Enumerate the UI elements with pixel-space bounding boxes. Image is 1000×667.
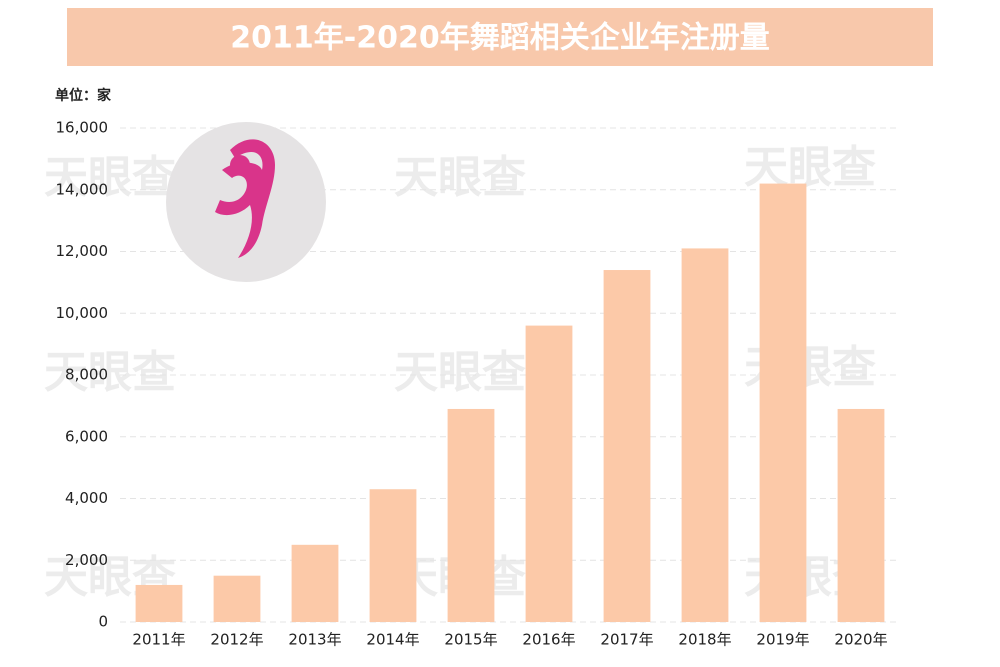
bar [525,325,573,622]
x-tick-label: 2018年 [678,631,731,649]
x-tick-label: 2014年 [366,631,419,649]
title-banner [67,8,933,66]
x-tick-label: 2012年 [210,631,263,649]
x-tick-label: 2019年 [756,631,809,649]
bar [291,544,339,622]
y-tick-label: 8,000 [65,366,108,384]
unit-label: 单位：家 [55,87,112,104]
chart-title: 2011年-2020年舞蹈相关企业年注册量 [230,21,769,56]
logo [166,122,326,282]
y-tick-label: 10,000 [56,304,109,322]
bar [603,270,651,622]
y-tick-label: 16,000 [56,119,109,137]
y-tick-label: 14,000 [56,180,109,198]
bar [213,575,261,622]
bar [681,248,729,622]
x-tick-label: 2016年 [522,631,575,649]
x-tick-label: 2011年 [132,631,185,649]
y-tick-label: 4,000 [65,489,108,507]
y-tick-label: 6,000 [65,427,108,445]
bar [759,183,807,622]
x-tick-label: 2017年 [600,631,653,649]
x-tick-label: 2020年 [834,631,887,649]
y-tick-label: 0 [98,613,108,631]
y-tick-label: 12,000 [56,242,109,260]
x-tick-label: 2015年 [444,631,497,649]
bar [369,489,417,622]
y-tick-label: 2,000 [65,551,108,569]
watermark: 天眼查 [44,347,176,398]
watermark: 天眼查 [394,152,526,203]
bar [135,584,183,622]
watermark: 天眼查 [44,152,176,203]
bar [837,408,885,622]
bar [447,408,495,622]
watermark: 天眼查 [394,347,526,398]
plot: 0 2,000 4,000 6,000 8,000 10,000 12,000 14,000 1… [56,119,900,649]
x-tick-label: 2013年 [288,631,341,649]
